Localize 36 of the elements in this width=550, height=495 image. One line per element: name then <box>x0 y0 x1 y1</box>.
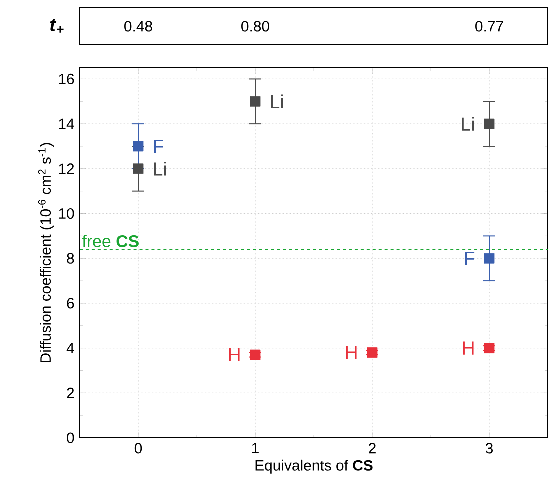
point <box>367 348 378 358</box>
series-label: F <box>465 252 475 266</box>
point <box>250 96 261 107</box>
text: H <box>346 346 357 360</box>
x-tick-label: 0 <box>134 443 142 454</box>
y-tick-label: 12 <box>59 164 74 174</box>
text: H <box>463 342 474 355</box>
text: Li <box>271 94 284 108</box>
y-axis-title: Diffusion coefficient (10$^{-6}$ cm$^{2}$ s$^{-1}$) <box>38 143 54 362</box>
point <box>250 350 261 360</box>
text: F <box>154 140 164 153</box>
y-tick-label: 10 <box>59 208 74 220</box>
series-label: H <box>229 348 240 362</box>
x-tick-label: 2 <box>369 443 376 454</box>
point <box>484 253 495 264</box>
ref-line-label: free CS <box>82 235 139 248</box>
text: 0.80 <box>242 21 270 32</box>
text: 0.48 <box>124 21 152 32</box>
y-tick-label: 6 <box>67 298 74 309</box>
text: 0.77 <box>476 21 504 32</box>
x-tick-label: 1 <box>252 443 259 454</box>
y-tick-label: 14 <box>59 118 74 130</box>
point <box>133 164 144 174</box>
text: t$_{+}$ <box>50 19 64 33</box>
x-tick-label: 3 <box>486 443 493 454</box>
y-tick-label: 8 <box>67 253 74 264</box>
point <box>133 141 144 152</box>
point <box>484 118 495 130</box>
x-axis-title: Equivalents of CS <box>256 460 373 474</box>
point <box>484 343 495 354</box>
y-tick-label: 0 <box>67 432 74 444</box>
y-tick-label: 4 <box>66 343 74 354</box>
text: Li <box>154 162 166 176</box>
series-label: Li <box>462 117 474 131</box>
y-tick-label: 16 <box>59 74 74 84</box>
y-tick-label: 2 <box>67 388 74 398</box>
